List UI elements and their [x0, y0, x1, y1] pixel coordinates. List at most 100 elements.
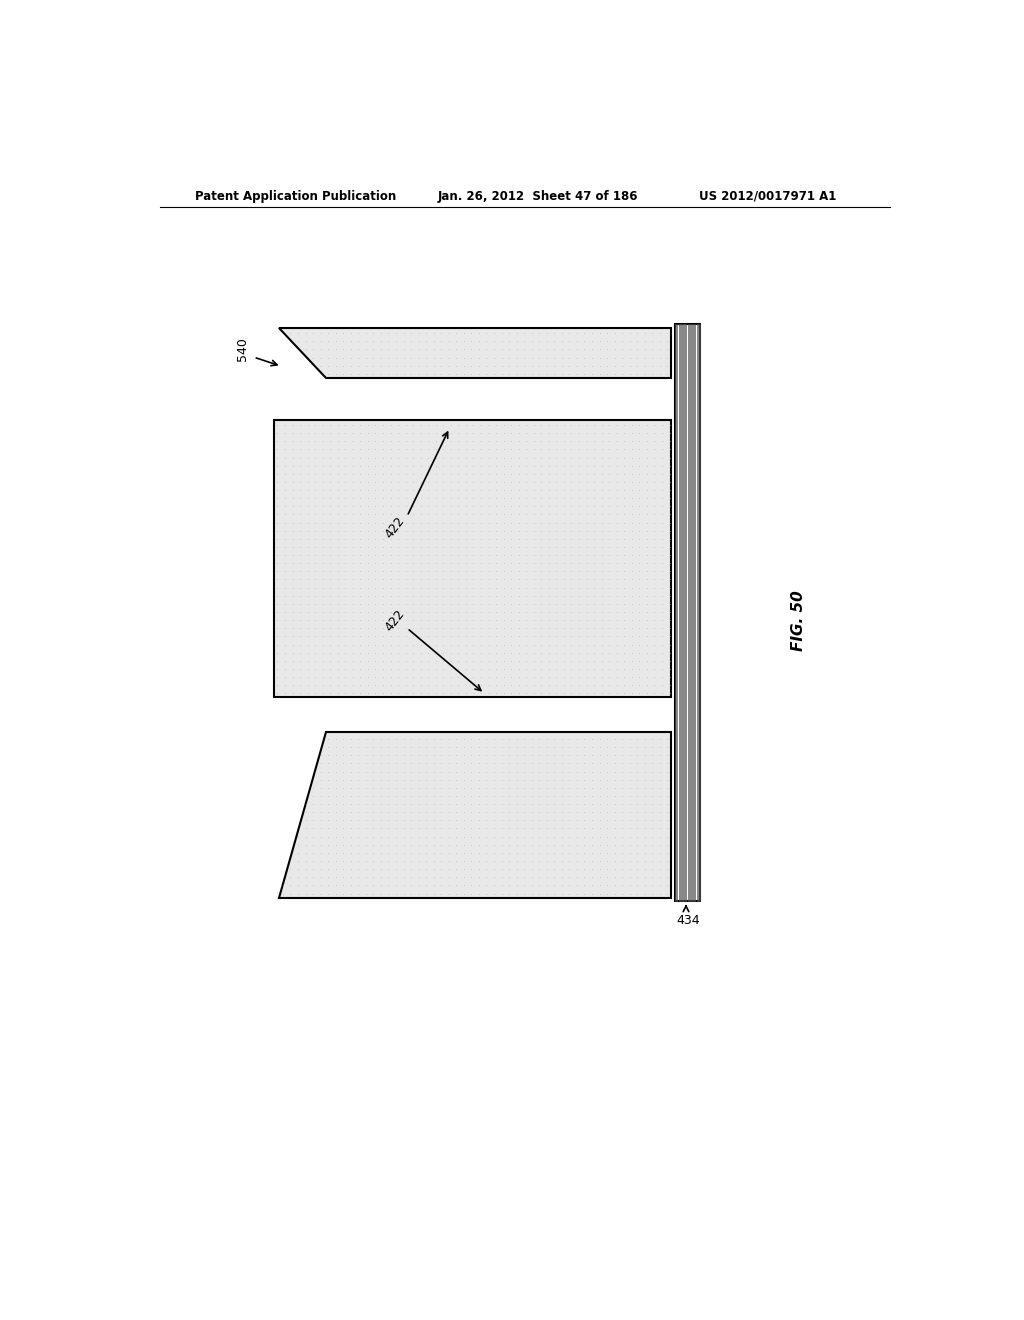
Point — [352, 414, 369, 436]
Point — [471, 363, 487, 384]
Point — [276, 455, 293, 477]
Point — [556, 634, 572, 655]
Point — [487, 487, 504, 508]
Point — [319, 785, 336, 807]
Point — [440, 322, 457, 343]
Point — [599, 801, 615, 822]
Point — [525, 504, 542, 525]
Point — [487, 610, 504, 631]
Point — [637, 331, 653, 352]
Point — [516, 752, 532, 774]
Point — [413, 634, 429, 655]
Point — [511, 642, 527, 663]
Point — [525, 545, 542, 566]
Point — [420, 504, 436, 525]
Point — [586, 447, 602, 469]
Point — [485, 331, 502, 352]
Point — [426, 322, 442, 343]
Point — [554, 762, 570, 783]
Point — [458, 585, 474, 606]
Point — [323, 593, 339, 614]
Point — [591, 363, 607, 384]
Point — [485, 363, 502, 384]
Point — [397, 438, 414, 459]
Point — [328, 777, 344, 799]
Point — [586, 479, 602, 500]
Point — [606, 770, 623, 791]
Point — [314, 471, 331, 492]
Point — [534, 422, 550, 444]
Point — [440, 347, 457, 368]
Point — [382, 496, 398, 517]
Point — [539, 785, 555, 807]
Point — [516, 858, 532, 879]
Point — [503, 659, 519, 680]
Point — [554, 850, 570, 871]
Point — [352, 487, 369, 508]
Point — [366, 347, 382, 368]
Point — [608, 642, 625, 663]
Point — [451, 479, 467, 500]
Point — [426, 842, 442, 863]
Point — [449, 809, 465, 830]
Point — [435, 593, 452, 614]
Point — [345, 577, 361, 598]
Point — [402, 875, 419, 896]
Point — [404, 463, 421, 484]
Point — [541, 602, 557, 623]
Point — [608, 569, 625, 590]
Point — [594, 659, 610, 680]
Point — [411, 744, 427, 766]
Point — [305, 850, 322, 871]
Point — [546, 355, 562, 376]
Point — [485, 883, 502, 904]
Point — [478, 737, 495, 758]
Point — [473, 610, 489, 631]
Point — [352, 561, 369, 582]
Point — [563, 430, 580, 451]
Point — [343, 752, 359, 774]
Point — [546, 752, 562, 774]
Point — [548, 561, 564, 582]
Point — [299, 569, 315, 590]
Point — [395, 770, 412, 791]
Point — [440, 785, 457, 807]
Point — [397, 414, 414, 436]
Point — [458, 634, 474, 655]
Point — [473, 651, 489, 672]
Point — [456, 777, 472, 799]
Point — [456, 842, 472, 863]
Point — [269, 667, 286, 688]
Point — [463, 850, 479, 871]
Point — [487, 667, 504, 688]
Point — [345, 487, 361, 508]
Point — [382, 471, 398, 492]
Point — [440, 801, 457, 822]
Point — [395, 858, 412, 879]
Point — [463, 834, 479, 855]
Point — [458, 569, 474, 590]
Point — [312, 801, 329, 822]
Point — [509, 834, 525, 855]
Point — [312, 339, 329, 360]
Point — [622, 770, 638, 791]
Point — [312, 842, 329, 863]
Point — [463, 322, 479, 343]
Point — [531, 834, 548, 855]
Point — [539, 801, 555, 822]
Point — [390, 545, 407, 566]
Point — [577, 842, 593, 863]
Point — [570, 471, 587, 492]
Point — [644, 858, 660, 879]
Point — [465, 528, 481, 549]
Point — [357, 867, 374, 888]
Point — [541, 520, 557, 541]
Point — [330, 504, 346, 525]
Point — [413, 642, 429, 663]
Point — [380, 752, 396, 774]
Point — [478, 809, 495, 830]
Point — [523, 737, 540, 758]
Point — [531, 793, 548, 814]
Point — [359, 553, 376, 574]
Point — [548, 610, 564, 631]
